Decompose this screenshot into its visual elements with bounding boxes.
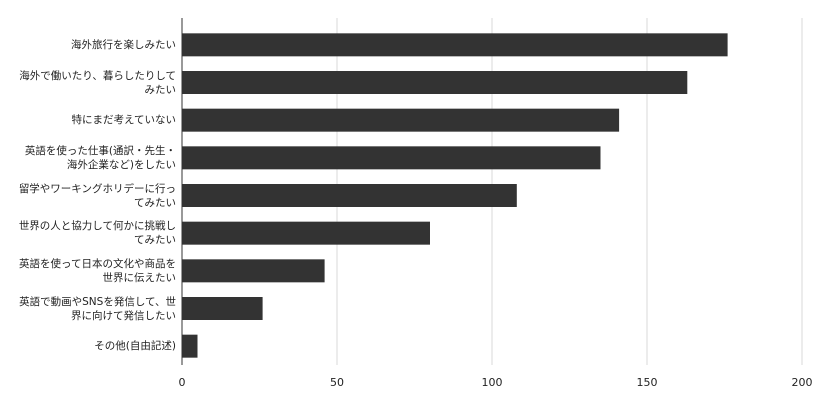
y-tick-label: 特にまだ考えていない: [71, 114, 176, 127]
bar: [182, 33, 728, 57]
bar: [182, 71, 688, 94]
x-tick-label: 200: [792, 376, 813, 389]
bar: [182, 259, 325, 283]
bar: [182, 334, 198, 358]
bar: [182, 146, 601, 170]
bar: [182, 221, 430, 245]
bar: [182, 297, 263, 320]
x-tick-label: 150: [637, 376, 658, 389]
x-tick-label: 0: [179, 376, 186, 389]
y-tick-label: 英語を使った仕事(通訳・先生・海外企業など)をしたい: [24, 144, 176, 171]
y-tick-label: 世界の人と協力して何かに挑戦してみたい: [18, 220, 176, 247]
y-tick-label: 英語を使って日本の文化や商品を世界に伝えたい: [19, 257, 176, 284]
x-tick-label: 100: [482, 376, 503, 389]
y-tick-label: 留学やワーキングホリデーに行ってみたい: [18, 182, 176, 209]
y-tick-label: 海外旅行を楽しみたい: [71, 38, 176, 51]
bar: [182, 108, 620, 132]
x-tick-label: 50: [330, 376, 344, 389]
y-tick-label: 英語で動画やSNSを発信して、世界に向けて発信したい: [19, 295, 176, 322]
bar: [182, 184, 517, 207]
y-tick-label: 海外で働いたり、暮らしたりしてみたい: [19, 69, 176, 96]
y-tick-label: その他(自由記述): [94, 340, 176, 353]
